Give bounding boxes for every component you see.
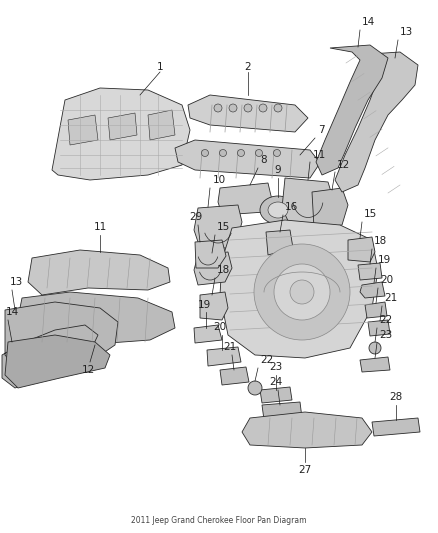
Text: 2: 2	[245, 62, 251, 72]
Text: 11: 11	[93, 222, 106, 232]
Text: 13: 13	[10, 277, 23, 287]
Polygon shape	[194, 325, 222, 343]
Polygon shape	[195, 240, 226, 268]
Text: 19: 19	[378, 255, 391, 265]
Text: 12: 12	[81, 365, 95, 375]
Ellipse shape	[268, 202, 288, 218]
Polygon shape	[220, 220, 378, 358]
Polygon shape	[194, 205, 242, 248]
Polygon shape	[28, 250, 170, 295]
Polygon shape	[262, 402, 302, 420]
Text: 10: 10	[213, 175, 226, 185]
Text: 2011 Jeep Grand Cherokee Floor Pan Diagram: 2011 Jeep Grand Cherokee Floor Pan Diagr…	[131, 516, 307, 525]
Circle shape	[229, 104, 237, 112]
Circle shape	[255, 149, 262, 157]
Polygon shape	[218, 183, 272, 215]
Circle shape	[273, 149, 280, 157]
Polygon shape	[148, 110, 175, 140]
Circle shape	[290, 280, 314, 304]
Circle shape	[201, 149, 208, 157]
Text: 29: 29	[189, 212, 203, 222]
Circle shape	[237, 149, 244, 157]
Text: 1: 1	[157, 62, 163, 72]
Text: 20: 20	[213, 322, 226, 332]
Text: 18: 18	[374, 236, 387, 246]
Polygon shape	[360, 357, 390, 372]
Polygon shape	[316, 45, 388, 175]
Text: 14: 14	[362, 17, 375, 27]
Circle shape	[244, 104, 252, 112]
Polygon shape	[175, 140, 320, 178]
Polygon shape	[2, 302, 118, 388]
Text: 23: 23	[379, 330, 392, 340]
Polygon shape	[335, 52, 418, 192]
Text: 28: 28	[389, 392, 403, 402]
Polygon shape	[368, 320, 390, 336]
Polygon shape	[200, 292, 228, 320]
Text: 9: 9	[275, 165, 281, 175]
Polygon shape	[348, 237, 375, 262]
Text: 19: 19	[198, 300, 211, 310]
Text: 14: 14	[6, 307, 19, 317]
Polygon shape	[242, 412, 372, 448]
Circle shape	[259, 104, 267, 112]
Text: 24: 24	[269, 377, 283, 387]
Text: 7: 7	[318, 125, 325, 135]
Text: 23: 23	[269, 362, 283, 372]
Circle shape	[219, 149, 226, 157]
Polygon shape	[188, 95, 308, 132]
Polygon shape	[360, 282, 385, 298]
Text: 13: 13	[400, 27, 413, 37]
Polygon shape	[312, 188, 348, 228]
Polygon shape	[282, 178, 332, 225]
Polygon shape	[358, 263, 382, 280]
Text: 18: 18	[217, 265, 230, 275]
Polygon shape	[260, 387, 292, 403]
Text: 22: 22	[260, 355, 273, 365]
Ellipse shape	[260, 196, 296, 224]
Text: 22: 22	[379, 315, 392, 325]
Polygon shape	[207, 347, 241, 366]
Circle shape	[248, 381, 262, 395]
Polygon shape	[18, 292, 175, 355]
Polygon shape	[372, 418, 420, 436]
Circle shape	[274, 264, 330, 320]
Text: 16: 16	[285, 202, 298, 212]
Text: 11: 11	[313, 150, 326, 160]
Text: 8: 8	[260, 155, 267, 165]
Polygon shape	[108, 113, 137, 140]
Polygon shape	[365, 302, 387, 318]
Polygon shape	[5, 335, 110, 388]
Polygon shape	[220, 367, 249, 385]
Circle shape	[214, 104, 222, 112]
Polygon shape	[52, 88, 190, 180]
Text: 15: 15	[217, 222, 230, 232]
Polygon shape	[68, 115, 98, 145]
Text: 21: 21	[384, 293, 397, 303]
Text: 15: 15	[364, 209, 377, 219]
Text: 12: 12	[337, 160, 350, 170]
Polygon shape	[266, 230, 293, 255]
Polygon shape	[194, 252, 232, 285]
Circle shape	[369, 342, 381, 354]
Circle shape	[254, 244, 350, 340]
Text: 20: 20	[380, 275, 393, 285]
Circle shape	[274, 104, 282, 112]
Text: 21: 21	[223, 342, 237, 352]
Text: 27: 27	[298, 465, 311, 475]
